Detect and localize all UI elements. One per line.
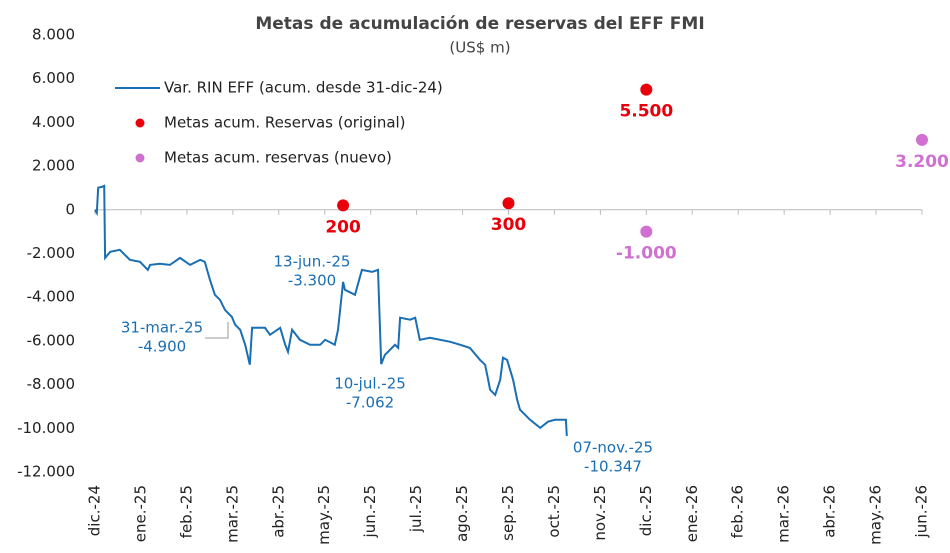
y-tick-label: 8.000 (32, 26, 75, 44)
x-tick-label: sep.-25 (499, 485, 517, 541)
y-tick-label: -8.000 (27, 375, 75, 393)
x-tick-label: ene.-26 (683, 485, 701, 542)
annotation-date: 13-jun.-25 (274, 253, 351, 271)
annotation-value: -7.062 (346, 394, 394, 412)
target-point (916, 133, 928, 146)
legend-swatch (135, 153, 145, 163)
y-tick-label: -2.000 (27, 244, 75, 262)
data-label: 200 (325, 217, 361, 237)
annotation-date: 10-jul.-25 (334, 375, 406, 393)
target-point (337, 199, 350, 212)
data-line (94, 184, 568, 436)
data-label: 3.200 (895, 152, 949, 172)
target-point (640, 83, 653, 96)
y-tick-label: -12.000 (17, 463, 75, 481)
legend-label: Metas acum. reservas (nuevo) (164, 149, 392, 167)
x-tick-label: jul.-25 (407, 485, 425, 533)
legend-label: Var. RIN EFF (acum. desde 31-dic-24) (164, 79, 443, 97)
chart-subtitle: (US$ m) (449, 39, 510, 57)
data-label: 5.500 (619, 102, 673, 122)
x-tick-label: oct.-25 (545, 485, 563, 538)
y-tick-label: -6.000 (27, 331, 75, 349)
x-tick-label: jun.-26 (913, 485, 931, 538)
x-tick-label: ene.-25 (131, 485, 149, 542)
legend-label: Metas acum. Reservas (original) (164, 114, 406, 132)
annotation-date: 31-mar.-25 (121, 319, 203, 337)
data-label: -1.000 (616, 244, 677, 264)
annotation-date: 07-nov.-25 (573, 439, 653, 457)
x-tick-label: abr.-25 (269, 485, 287, 538)
x-tick-label: mar.-26 (775, 485, 793, 543)
x-tick-label: dic.-25 (637, 485, 655, 536)
y-tick-label: 6.000 (32, 69, 75, 87)
x-tick-label: nov.-25 (591, 485, 609, 541)
legend-swatch (135, 118, 145, 128)
x-tick-label: may.-26 (867, 485, 885, 545)
annotation-leader (205, 322, 229, 339)
y-tick-label: 2.000 (32, 157, 75, 175)
x-tick-label: feb.-26 (729, 485, 747, 538)
y-tick-label: -10.000 (17, 419, 75, 437)
data-label: 300 (491, 215, 527, 235)
annotation-value: -4.900 (138, 338, 186, 356)
x-tick-label: dic.-24 (86, 485, 104, 536)
x-tick-label: ago.-25 (453, 485, 471, 542)
target-point (640, 225, 653, 238)
chart-title: Metas de acumulación de reservas del EFF… (255, 14, 704, 34)
annotation-value: -3.300 (288, 272, 336, 290)
y-tick-label: 4.000 (32, 113, 75, 131)
x-tick-label: feb.-25 (177, 485, 195, 538)
x-tick-label: abr.-26 (821, 485, 839, 538)
x-tick-label: jun.-25 (361, 485, 379, 538)
x-tick-label: mar.-25 (223, 485, 241, 543)
y-tick-label: -4.000 (27, 288, 75, 306)
annotation-value: -10.347 (584, 458, 642, 476)
x-tick-label: may.-25 (315, 485, 333, 545)
y-tick-label: 0 (65, 200, 75, 218)
target-point (502, 197, 515, 210)
